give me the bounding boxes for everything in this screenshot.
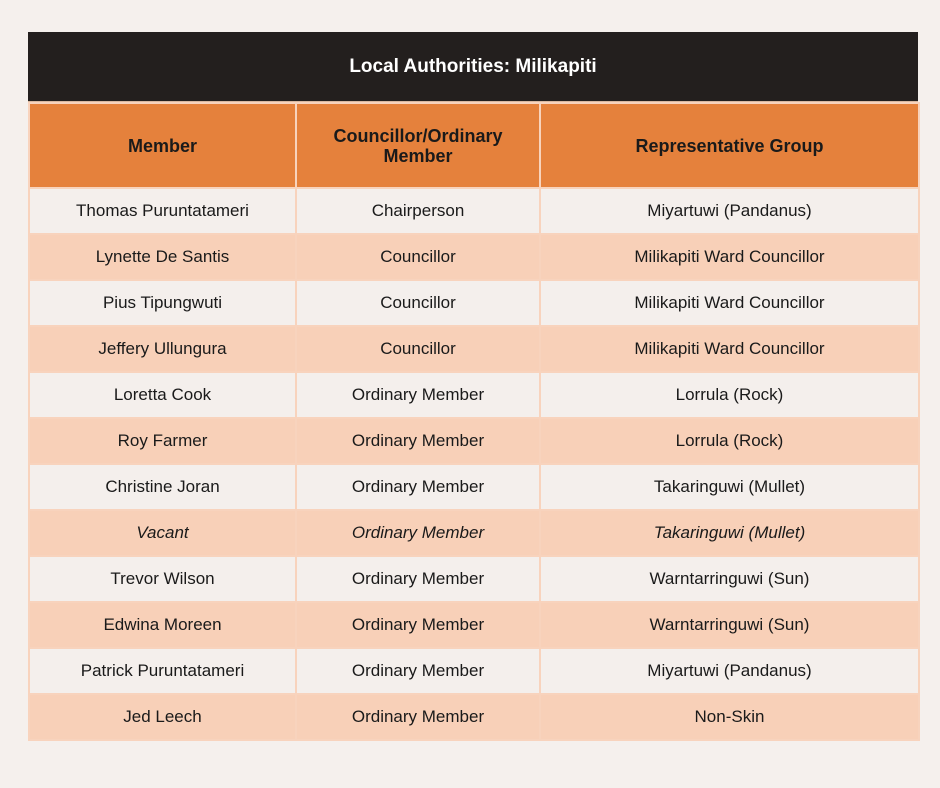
member-cell: Edwina Moreen — [28, 601, 297, 649]
member-cell: Lynette De Santis — [28, 233, 297, 281]
group-cell: Miyartuwi (Pandanus) — [539, 647, 920, 695]
column-header-group: Representative Group — [539, 102, 920, 189]
role-cell: Councillor — [295, 279, 541, 327]
header-row: Member Councillor/Ordinary Member Repres… — [28, 102, 920, 189]
group-cell: Miyartuwi (Pandanus) — [539, 187, 920, 235]
members-table-container: Local Authorities: Milikapiti Member Cou… — [28, 32, 920, 741]
group-cell: Milikapiti Ward Councillor — [539, 279, 920, 327]
group-cell: Lorrula (Rock) — [539, 371, 920, 419]
column-header-member: Member — [28, 102, 297, 189]
table-row: Loretta Cook Ordinary Member Lorrula (Rock… — [28, 371, 920, 419]
member-cell: Loretta Cook — [28, 371, 297, 419]
member-cell: Pius Tipungwuti — [28, 279, 297, 327]
role-cell: Ordinary Member — [295, 417, 541, 465]
table-row: Christine Joran Ordinary Member Takaringuw… — [28, 463, 920, 511]
role-cell: Councillor — [295, 233, 541, 281]
table-row: Pius Tipungwuti Councillor Milikapiti Ward… — [28, 279, 920, 327]
member-cell: Christine Joran — [28, 463, 297, 511]
members-table: Member Councillor/Ordinary Member Repres… — [28, 102, 920, 741]
member-cell: Patrick Puruntatameri — [28, 647, 297, 695]
table-title: Local Authorities: Milikapiti — [28, 32, 918, 102]
role-cell: Ordinary Member — [295, 555, 541, 603]
role-cell: Ordinary Member — [295, 693, 541, 741]
member-cell: Vacant — [28, 509, 297, 557]
role-cell: Ordinary Member — [295, 601, 541, 649]
group-cell: Takaringuwi (Mullet) — [539, 463, 920, 511]
group-cell: Warntarringuwi (Sun) — [539, 601, 920, 649]
role-cell: Ordinary Member — [295, 647, 541, 695]
role-cell: Councillor — [295, 325, 541, 373]
role-cell: Ordinary Member — [295, 463, 541, 511]
table-row: Edwina Moreen Ordinary Member Warntarringu… — [28, 601, 920, 649]
role-cell: Ordinary Member — [295, 509, 541, 557]
table-row: Vacant Ordinary Member Takaringuwi (Mullet… — [28, 509, 920, 557]
member-cell: Trevor Wilson — [28, 555, 297, 603]
table-row: Jeffery Ullungura Councillor Milikapiti Wa… — [28, 325, 920, 373]
group-cell: Warntarringuwi (Sun) — [539, 555, 920, 603]
group-cell: Milikapiti Ward Councillor — [539, 233, 920, 281]
member-cell: Thomas Puruntatameri — [28, 187, 297, 235]
table-row: Jed Leech Ordinary Member Non-Skin — [28, 693, 920, 741]
member-cell: Jed Leech — [28, 693, 297, 741]
role-cell: Chairperson — [295, 187, 541, 235]
column-header-role: Councillor/Ordinary Member — [295, 102, 541, 189]
group-cell: Takaringuwi (Mullet) — [539, 509, 920, 557]
group-cell: Lorrula (Rock) — [539, 417, 920, 465]
role-cell: Ordinary Member — [295, 371, 541, 419]
table-row: Thomas Puruntatameri Chairperson Miyartuwi… — [28, 187, 920, 235]
group-cell: Non-Skin — [539, 693, 920, 741]
table-row: Lynette De Santis Councillor Milikapiti Wa… — [28, 233, 920, 281]
member-cell: Roy Farmer — [28, 417, 297, 465]
member-cell: Jeffery Ullungura — [28, 325, 297, 373]
table-row: Roy Farmer Ordinary Member Lorrula (Rock) — [28, 417, 920, 465]
table-row: Patrick Puruntatameri Ordinary Member Miya… — [28, 647, 920, 695]
table-row: Trevor Wilson Ordinary Member Warntarringu… — [28, 555, 920, 603]
group-cell: Milikapiti Ward Councillor — [539, 325, 920, 373]
